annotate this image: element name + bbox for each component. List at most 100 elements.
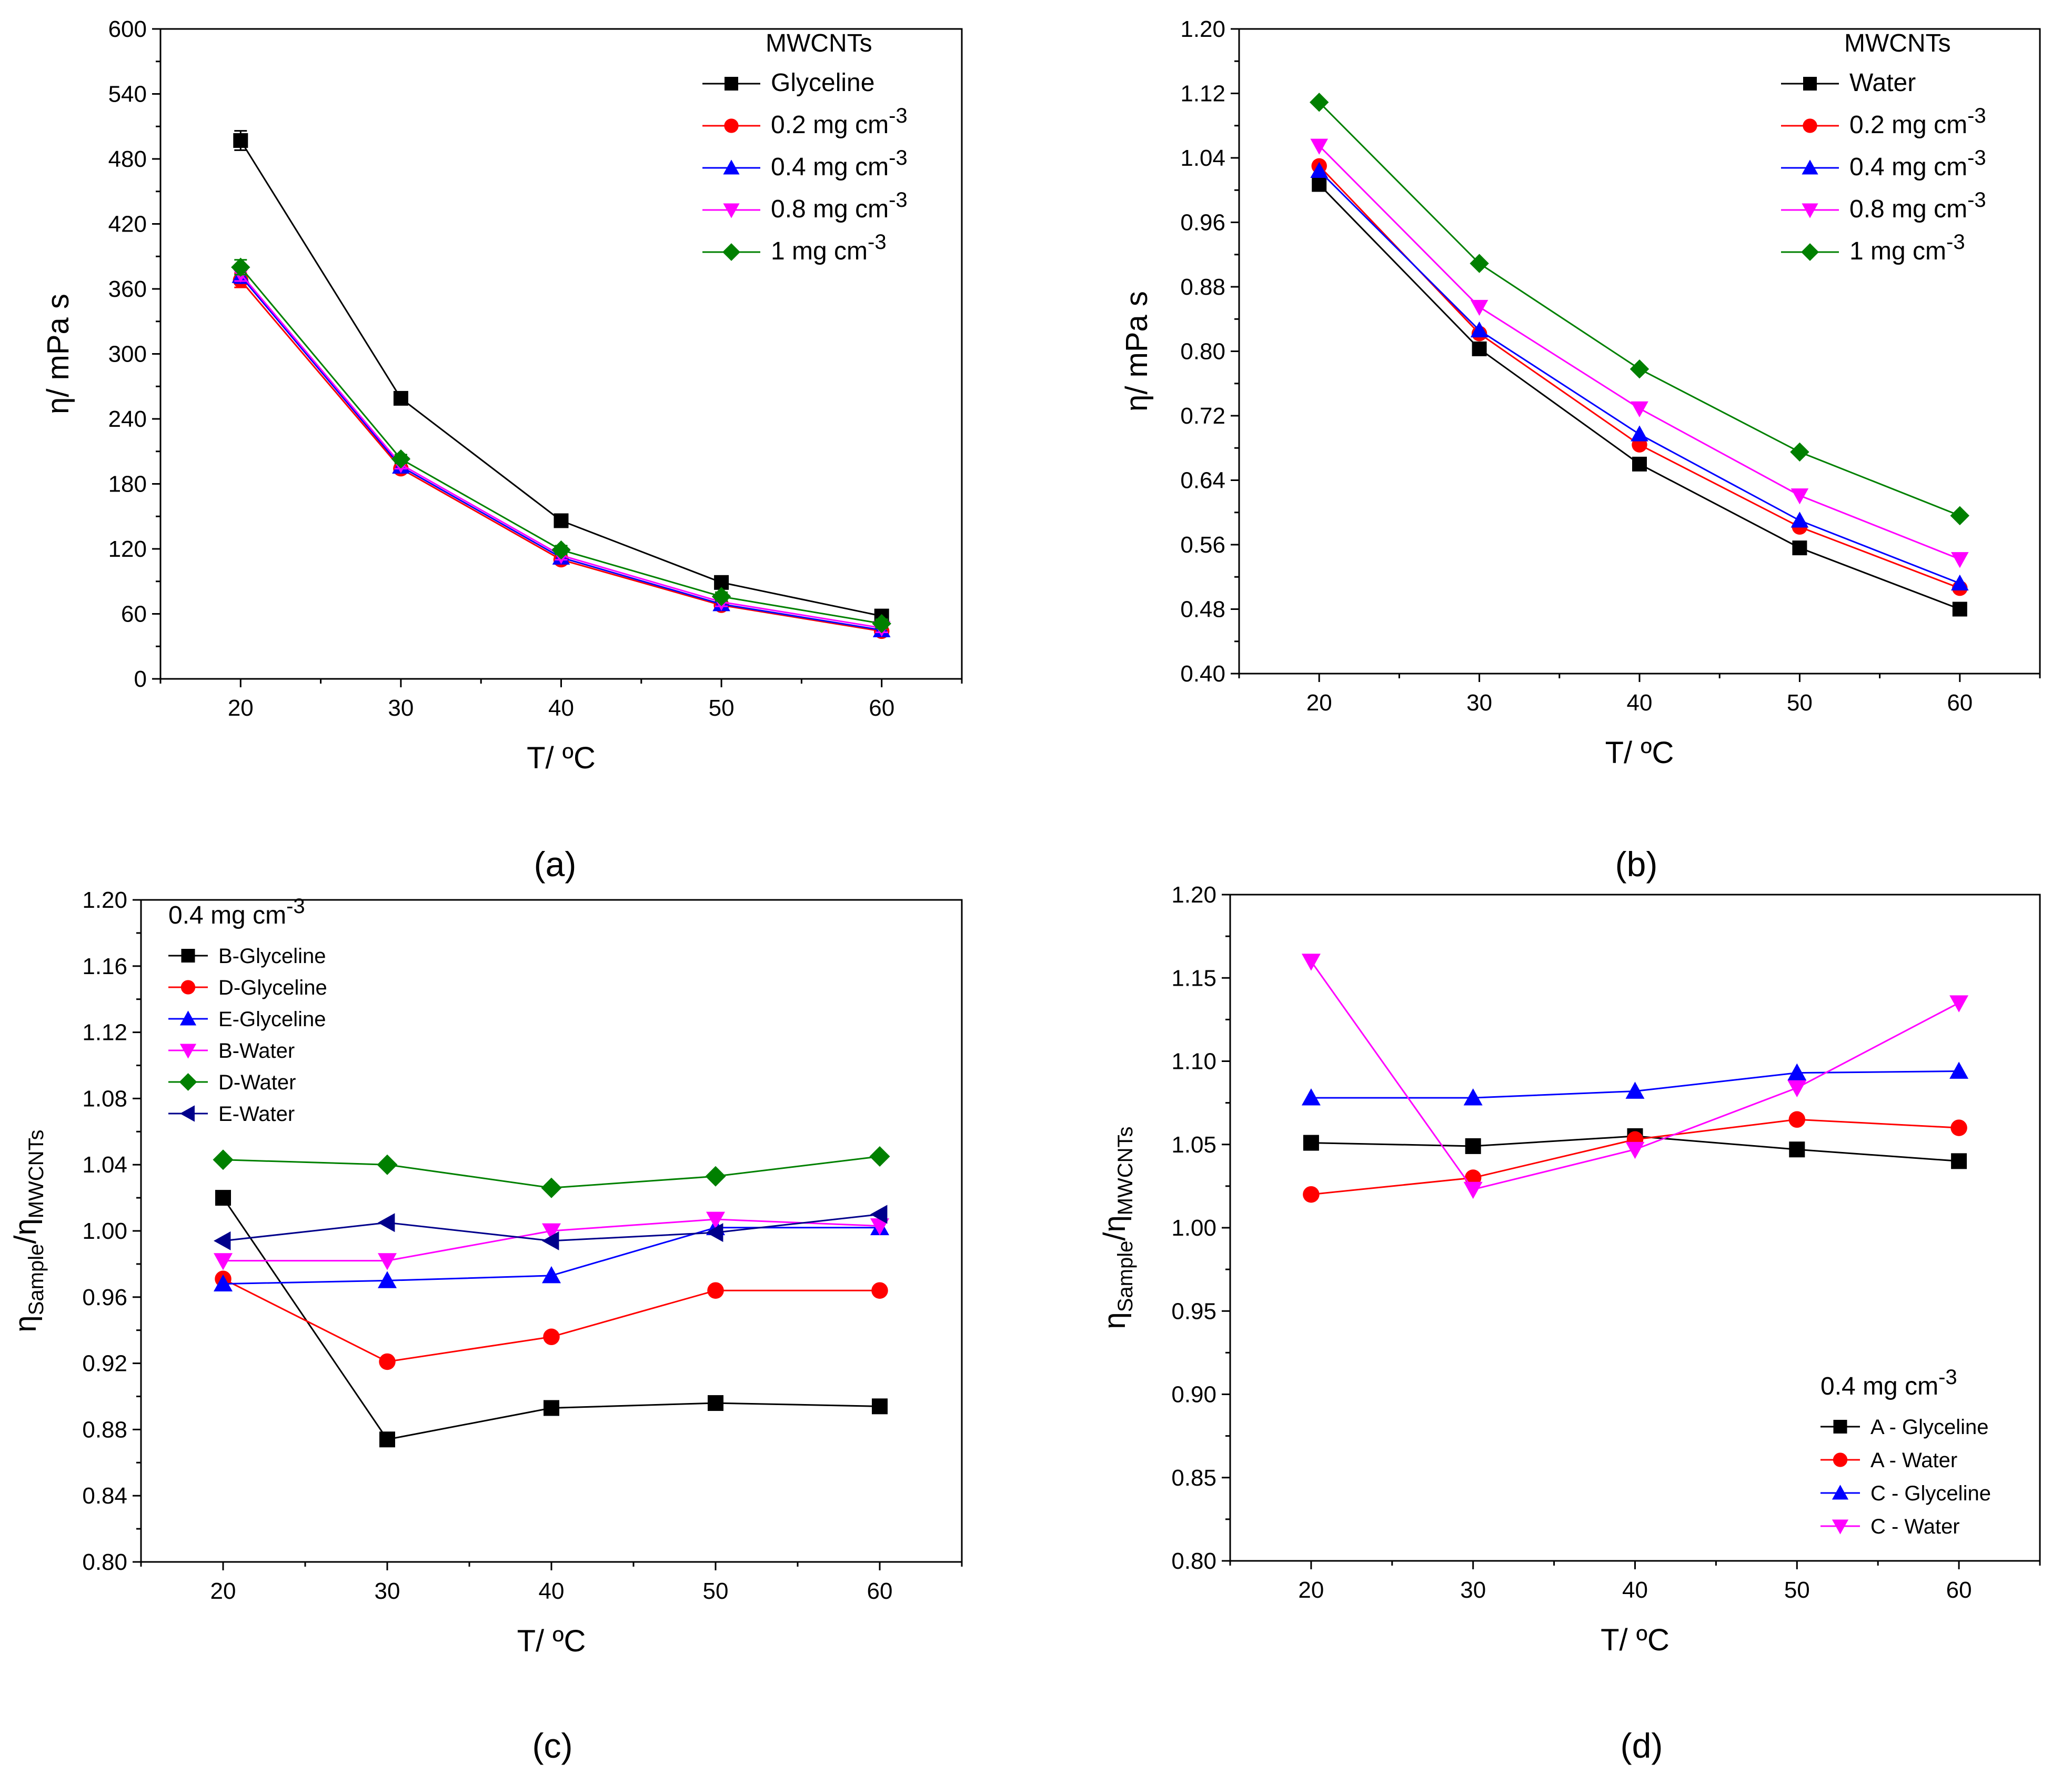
legend-label: C - Glyceline xyxy=(1870,1482,1991,1505)
marker-circle-point-legend xyxy=(1833,1452,1848,1467)
marker-triangle-down-point-legend xyxy=(1832,1519,1849,1535)
legend-item: E-Glyceline xyxy=(168,1008,326,1031)
y-axis-label: η/ mPa s xyxy=(41,294,75,414)
marker-square-point-legend xyxy=(725,77,738,91)
legend-label-text: 0.8 mg cm xyxy=(771,195,889,223)
marker-triangle-left-point-0 xyxy=(214,1231,231,1250)
marker-diamond-point-legend xyxy=(722,243,740,261)
legend-label-text: Glyceline xyxy=(771,69,874,97)
x-axis-label: T/ ºC xyxy=(1605,736,1674,770)
y-tick-label: 1.15 xyxy=(1171,965,1216,991)
legend-label-text: B-Water xyxy=(218,1039,295,1063)
y-tick-label: 0.88 xyxy=(1180,274,1225,300)
legend-label: 0.8 mg cm-3 xyxy=(771,188,908,223)
legend-label: 0.2 mg cm-3 xyxy=(1849,104,1986,139)
y-tick-label: 1.00 xyxy=(1171,1215,1216,1241)
y-tick-label: 0.80 xyxy=(82,1549,127,1575)
marker-triangle-down-point-0 xyxy=(1301,954,1321,971)
panel-d: 0.80 0.85 0.90 0.95 1.00 1.05 1.10 1.15 1.20 20 30… xyxy=(1098,882,2041,1765)
legend-item: 0.4 mg cm-3 xyxy=(1781,146,1986,181)
legend-title-text: 0.4 mg cm xyxy=(1820,1372,1938,1400)
x-axis-label: T/ ºC xyxy=(1601,1623,1669,1657)
marker-triangle-left-point-4 xyxy=(870,1205,888,1224)
legend-label-text: 0.2 mg cm xyxy=(771,111,889,139)
x-tick-label: 30 xyxy=(1460,1577,1486,1603)
marker-triangle-down-point-0 xyxy=(1310,138,1328,155)
legend-label-text: A - Glyceline xyxy=(1870,1416,1989,1439)
marker-triangle-up-point-0 xyxy=(1310,162,1328,178)
y-tick-label: 0.80 xyxy=(1171,1548,1216,1574)
panel-caption: (d) xyxy=(1621,1726,1663,1765)
series-1-mg-cm xyxy=(231,257,891,634)
legend-title: MWCNTs xyxy=(766,29,872,57)
y-tick-label: 120 xyxy=(108,536,147,562)
marker-square-point-legend xyxy=(1833,1420,1847,1434)
y-axis-label: η/ mPa s xyxy=(1120,291,1154,412)
y-tick-label: 0.72 xyxy=(1180,403,1225,429)
x-tick-label: 40 xyxy=(539,1578,565,1604)
series-1-mg-cm xyxy=(1310,93,1969,526)
series-line xyxy=(223,1278,880,1363)
marker-triangle-down-point-1 xyxy=(1470,299,1488,316)
y-axis-label-sub: Sample xyxy=(25,1244,48,1316)
y-tick-label: 0.90 xyxy=(1171,1382,1216,1408)
marker-triangle-up-point-0 xyxy=(1301,1088,1321,1106)
series-e-water xyxy=(214,1205,888,1250)
marker-circle-point-legend xyxy=(724,118,739,133)
legend-label-text: Water xyxy=(1849,69,1916,97)
y-axis-label-sub: MWCNTs xyxy=(1114,1126,1137,1215)
y-tick-label: 0.80 xyxy=(1180,339,1225,365)
legend-item: 0.2 mg cm-3 xyxy=(702,104,908,139)
marker-square-point-3 xyxy=(708,1395,723,1411)
marker-square-point-0 xyxy=(1303,1135,1319,1151)
legend-item: Water xyxy=(1781,69,1916,97)
marker-triangle-up-point-0 xyxy=(214,1274,233,1292)
marker-triangle-left-point-legend xyxy=(179,1105,195,1122)
series-0-8-mg-cm xyxy=(1310,138,1969,568)
y-axis: 0 60 120 180 240 300 360 420 480 540 600 xyxy=(108,16,160,692)
x-tick-label: 60 xyxy=(1947,690,1973,716)
marker-square-point-1 xyxy=(1465,1138,1481,1154)
panel-caption: (b) xyxy=(1615,845,1658,884)
marker-triangle-down-point-3 xyxy=(706,1211,725,1229)
legend-label: 0.8 mg cm-3 xyxy=(1849,188,1986,223)
marker-triangle-down-point-2 xyxy=(1625,1141,1645,1159)
panel-caption: (a) xyxy=(534,845,577,884)
legend-label: E-Glyceline xyxy=(218,1008,326,1031)
marker-diamond-point-1 xyxy=(1470,254,1489,273)
series-line xyxy=(240,275,882,631)
marker-diamond-point-0 xyxy=(213,1149,234,1170)
y-tick-label: 60 xyxy=(121,602,147,627)
legend-item: D-Glyceline xyxy=(168,976,327,999)
marker-triangle-down-point-legend xyxy=(723,203,740,218)
y-tick-label: 0.84 xyxy=(82,1483,127,1509)
y-axis-label-sep: /η xyxy=(8,1218,43,1244)
legend-label: D-Glyceline xyxy=(218,976,327,999)
legend-label-sup: -3 xyxy=(1946,230,1965,254)
legend-label-sup: -3 xyxy=(1967,188,1986,212)
y-tick-label: 1.08 xyxy=(82,1086,127,1111)
legend-label-text: 0.4 mg cm xyxy=(1849,153,1967,181)
marker-diamond-point-4 xyxy=(1950,506,1969,526)
y-tick-label: 300 xyxy=(108,342,147,367)
marker-square-point-1 xyxy=(393,390,408,406)
y-tick-label: 1.12 xyxy=(1180,81,1225,107)
legend-item: A - Water xyxy=(1820,1449,1957,1472)
marker-triangle-up-point-2 xyxy=(542,1266,561,1284)
marker-triangle-down-point-4 xyxy=(1951,552,1969,568)
legend-label: D-Water xyxy=(218,1071,296,1094)
marker-diamond-point-3 xyxy=(1790,442,1809,462)
legend-label-sup: -3 xyxy=(889,104,908,127)
panel-caption: (c) xyxy=(532,1726,573,1765)
marker-diamond-point-2 xyxy=(1630,359,1649,379)
legend-label: C - Water xyxy=(1870,1515,1960,1538)
legend-label: Water xyxy=(1849,69,1916,97)
marker-diamond-point-3 xyxy=(711,587,731,606)
marker-square-point-legend xyxy=(1803,77,1817,91)
x-tick-label: 20 xyxy=(228,695,254,721)
y-axis-label-main: η/ mPa s xyxy=(41,294,75,414)
legend-item: B-Glyceline xyxy=(168,945,326,968)
marker-triangle-left-point-3 xyxy=(706,1223,723,1242)
legend-item: C - Water xyxy=(1820,1515,1960,1538)
